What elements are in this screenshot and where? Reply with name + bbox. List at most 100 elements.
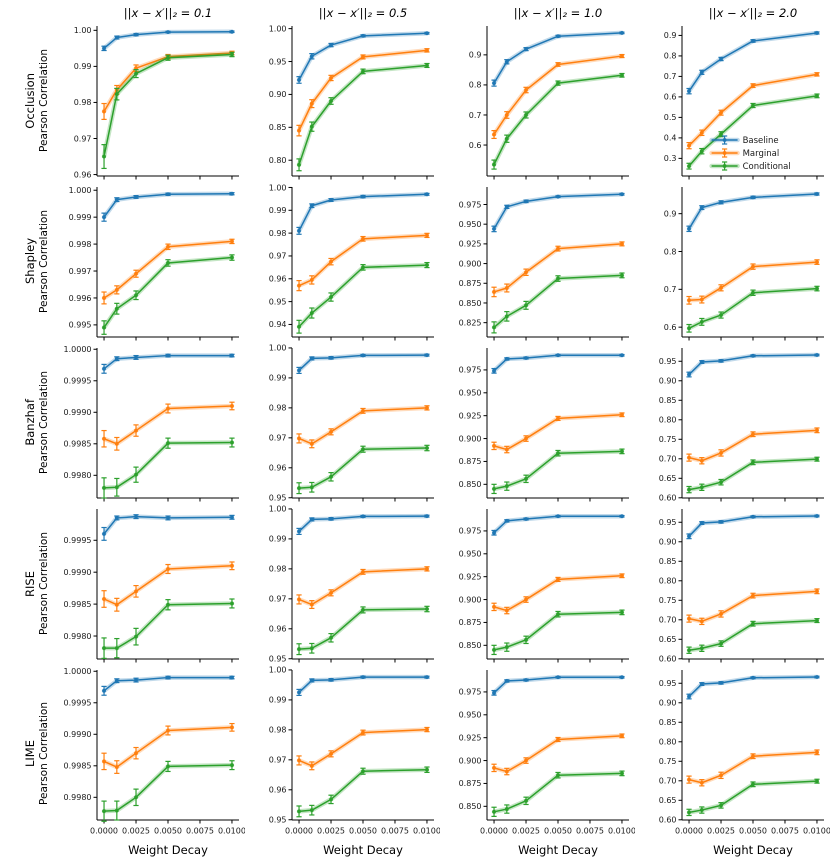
- x-tick-label: 0.0075: [186, 827, 214, 836]
- y-tick-label: 0.65: [659, 635, 677, 644]
- y-tick-label: 0.875: [459, 279, 482, 288]
- x-tick-label: 0.0100: [413, 827, 440, 836]
- y-tick-label: 0.850: [459, 299, 482, 308]
- subplot-shapley-1.0: 0.825 0.850 0.875 0.900 0.925 0.950 0.975: [440, 181, 635, 342]
- y-tick-label: 0.950: [459, 550, 482, 559]
- y-tick-label: 0.80: [269, 156, 287, 165]
- series-conditional: [491, 770, 625, 817]
- series-marginal: [686, 72, 820, 150]
- y-tick-label: 0.875: [459, 618, 482, 627]
- y-tick-label: 0.75: [659, 435, 677, 444]
- y-tick-label: 0.9990: [64, 730, 92, 739]
- y-tick-label: 0.995: [69, 321, 92, 330]
- series-baseline: [491, 514, 625, 536]
- series-baseline: [296, 674, 430, 697]
- series-conditional: [101, 760, 235, 822]
- series-conditional: [101, 51, 235, 170]
- y-tick-label: 0.99: [269, 374, 287, 383]
- x-axis-label: Weight Decay: [323, 843, 403, 857]
- x-axis-label: Weight Decay: [128, 843, 208, 857]
- y-tick-label: 0.925: [459, 411, 482, 420]
- y-tick-label: 0.98: [269, 404, 287, 413]
- series-conditional: [491, 272, 625, 334]
- x-tick-label: 0.0050: [544, 827, 572, 836]
- row-label-rise: RISE: [23, 570, 37, 597]
- y-tick-label: 0.95: [269, 57, 287, 66]
- y-tick-label: 0.97: [269, 434, 287, 443]
- subplot-svg: 0.94 0.95 0.96 0.97 0.98 0.99 1.00: [269, 183, 434, 341]
- legend-label: Conditional: [743, 162, 791, 172]
- subplot-lime-0.5: 0.95 0.96 0.97 0.98 0.99 1.00 0.0000 0.0025 0.00…: [245, 664, 440, 843]
- y-tick-label: 0.875: [459, 457, 482, 466]
- series-baseline: [101, 514, 235, 541]
- series-conditional: [296, 444, 430, 495]
- y-tick-label: 1.0000: [64, 667, 92, 676]
- series-marginal: [296, 405, 430, 449]
- subplot-occlusion-1.0: 0.6 0.7 0.8 0.9: [440, 20, 635, 181]
- y-tick-label: 0.60: [659, 494, 677, 503]
- subplot-lime-1.0: 0.850 0.875 0.900 0.925 0.950 0.975 0.0000 0.00…: [440, 664, 635, 843]
- y-tick-label: 0.8: [469, 81, 482, 90]
- series-baseline: [101, 353, 235, 374]
- y-tick-label: 0.90: [659, 538, 677, 547]
- x-axis-label: Weight Decay: [713, 843, 793, 857]
- y-tick-label: 0.80: [659, 416, 677, 425]
- series-marginal: [101, 238, 235, 305]
- y-tick-label: 0.9: [664, 209, 677, 218]
- column-titles-row: ||x − x′||₂ = 0.1 ||x − x′||₂ = 0.5 ||x …: [0, 0, 830, 20]
- y-tick-label: 0.999: [69, 213, 92, 222]
- y-tick-label: 0.9990: [64, 568, 92, 577]
- y-tick-label: 0.80: [659, 738, 677, 747]
- series-marginal: [491, 412, 625, 454]
- axes: 0.95 0.96 0.97 0.98 0.99 1.00 0.0000 0.0025 0.00…: [269, 666, 440, 836]
- series-marginal: [101, 561, 235, 612]
- y-tick-label: 0.99: [269, 696, 287, 705]
- series-marginal: [686, 749, 820, 787]
- y-tick-label: 0.8: [664, 247, 677, 256]
- col-title-norm-2.0: ||x − x′||₂ = 2.0: [708, 6, 798, 20]
- x-tick-label: 0.0025: [122, 827, 150, 836]
- y-tick-label: 0.96: [269, 625, 287, 634]
- axes: 0.95 0.96 0.97 0.98 0.99 1.00: [269, 344, 434, 503]
- axes: 0.825 0.850 0.875 0.900 0.925 0.950 0.975: [459, 187, 629, 341]
- y-axis-label: Pearson Correlation: [38, 532, 50, 635]
- series-conditional: [101, 254, 235, 335]
- series-conditional: [296, 261, 430, 334]
- y-tick-label: 0.950: [459, 220, 482, 229]
- y-tick-label: 1.000: [69, 186, 92, 195]
- x-tick-label: 0.0075: [771, 827, 799, 836]
- axes: 0.9980 0.9985 0.9990 0.9995 1.0000 0.0000 0.00…: [64, 667, 246, 835]
- y-tick-label: 0.925: [459, 572, 482, 581]
- y-tick-label: 1.00: [74, 26, 92, 35]
- subplot-occlusion-0.5: 0.80 0.85 0.90 0.95 1.00: [245, 20, 440, 181]
- series-marginal: [101, 722, 235, 774]
- y-tick-label: 0.875: [459, 779, 482, 788]
- series-baseline: [686, 513, 820, 540]
- y-tick-label: 0.96: [269, 786, 287, 795]
- row-label-cell-occlusion: Occlusion Pearson Correlation: [0, 20, 50, 181]
- subplot-svg: 0.825 0.850 0.875 0.900 0.925 0.950 0.975: [459, 187, 629, 341]
- subplot-banzhaf-2.0: 0.60 0.65 0.70 0.75 0.80 0.85 0.90 0.95: [635, 342, 830, 503]
- x-tick-label: 0.0100: [803, 827, 830, 836]
- x-tick-label: 0.0100: [218, 827, 245, 836]
- y-tick-label: 0.96: [269, 275, 287, 284]
- series-baseline: [491, 675, 625, 696]
- x-tick-label: 0.0075: [381, 827, 409, 836]
- subplot-svg: 0.60 0.65 0.70 0.75 0.80 0.85 0.90 0.95: [659, 509, 824, 664]
- y-tick-label: 0.7: [469, 111, 482, 120]
- subplot-rise-1.0: 0.850 0.875 0.900 0.925 0.950 0.975: [440, 503, 635, 664]
- series-marginal: [491, 241, 625, 298]
- y-tick-label: 0.998: [69, 240, 92, 249]
- series-marginal: [101, 50, 235, 120]
- series-baseline: [686, 674, 820, 700]
- y-tick-label: 0.9995: [64, 377, 92, 386]
- y-tick-label: 0.9980: [64, 793, 92, 802]
- axes: 0.9980 0.9985 0.9990 0.9995: [64, 509, 239, 663]
- y-tick-label: 0.9995: [64, 699, 92, 708]
- series-marginal: [296, 48, 430, 137]
- row-label-cell-shapley: Shapley Pearson Correlation: [0, 181, 50, 342]
- axes: 0.995 0.996 0.997 0.998 0.999 1.000: [69, 186, 239, 341]
- subplot-banzhaf-1.0: 0.850 0.875 0.900 0.925 0.950 0.975: [440, 342, 635, 503]
- series-conditional: [296, 766, 430, 818]
- x-tick-label: 0.0000: [90, 827, 118, 836]
